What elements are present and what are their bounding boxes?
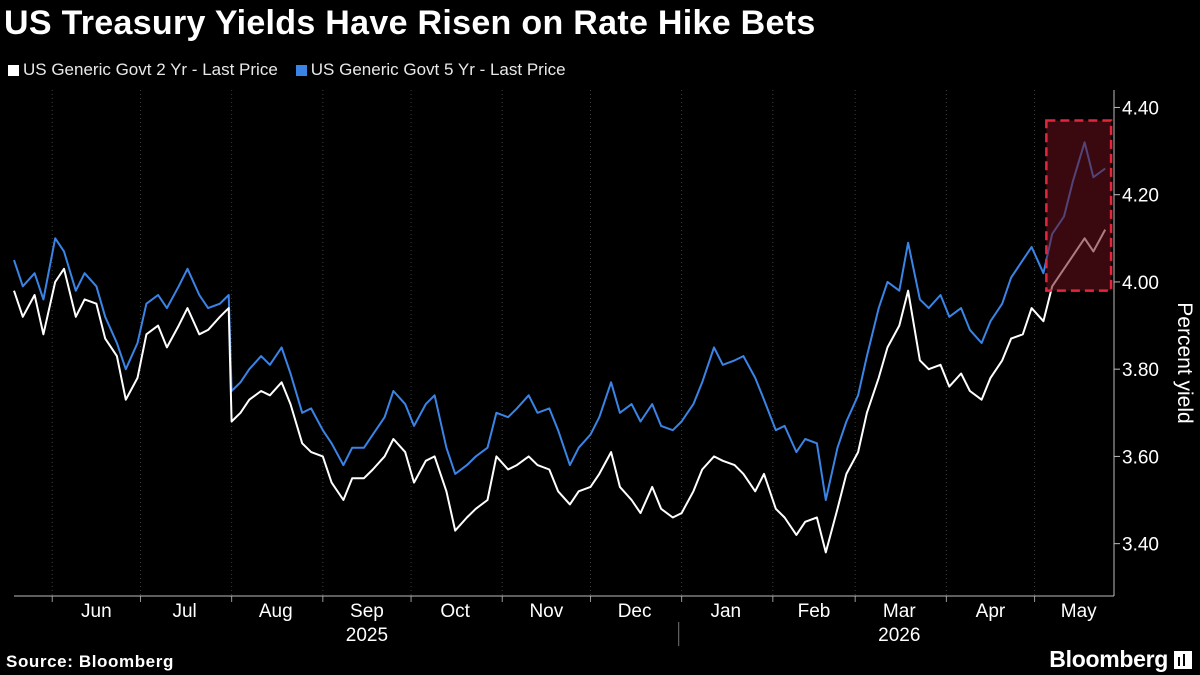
legend-swatch-5yr	[295, 64, 307, 76]
x-year-label: 2025	[346, 625, 388, 646]
x-tick-label: Mar	[883, 601, 916, 622]
x-tick-label: Aug	[259, 601, 293, 622]
y-tick-label: 4.40	[1122, 98, 1159, 119]
y-tick-label: 3.40	[1122, 535, 1159, 556]
legend-item-5yr: US Generic Govt 5 Yr - Last Price	[295, 60, 566, 80]
legend-label-2yr: US Generic Govt 2 Yr - Last Price	[23, 60, 278, 79]
chart-title: US Treasury Yields Have Risen on Rate Hi…	[4, 4, 816, 42]
series-line-2yr	[13, 229, 1107, 554]
y-tick-label: 3.60	[1122, 447, 1159, 468]
legend-label-5yr: US Generic Govt 5 Yr - Last Price	[310, 60, 566, 79]
x-tick-label: Jul	[172, 601, 196, 622]
y-axis-label: Percent yield	[1173, 302, 1196, 423]
series-line-5yr	[13, 141, 1106, 501]
y-tick-label: 4.20	[1122, 186, 1159, 207]
x-tick-label: Oct	[440, 601, 470, 622]
x-tick-label: Dec	[618, 601, 652, 622]
highlight-box	[1045, 119, 1113, 292]
legend-swatch-2yr	[8, 64, 19, 76]
x-tick-label: Nov	[529, 601, 563, 622]
bloomberg-terminal-icon	[1174, 650, 1192, 669]
x-tick-label: Jan	[710, 601, 741, 622]
source-note: Source: Bloomberg	[6, 652, 174, 671]
x-tick-label: May	[1061, 601, 1097, 622]
x-year-label: 2026	[878, 625, 920, 646]
x-tick-label: Feb	[798, 601, 831, 622]
y-tick-label: 4.00	[1122, 273, 1159, 294]
legend-item-2yr: US Generic Govt 2 Yr - Last Price	[8, 60, 278, 80]
x-tick-label: Jun	[81, 601, 112, 622]
brand-logo: Bloomberg	[1049, 646, 1192, 673]
x-tick-label: Sep	[350, 601, 384, 622]
y-tick-label: 3.80	[1122, 360, 1159, 381]
brand-name: Bloomberg	[1049, 646, 1168, 672]
x-tick-label: Apr	[976, 601, 1006, 622]
chart-legend: US Generic Govt 2 Yr - Last Price US Gen…	[8, 60, 566, 80]
